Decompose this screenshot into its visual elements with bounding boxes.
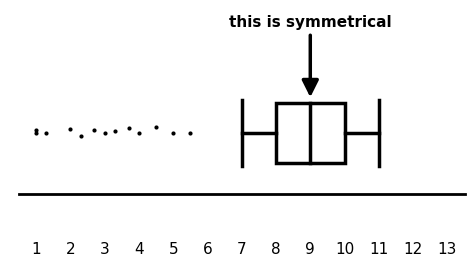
Text: this is symmetrical: this is symmetrical <box>229 15 392 93</box>
Bar <box>276 103 345 163</box>
